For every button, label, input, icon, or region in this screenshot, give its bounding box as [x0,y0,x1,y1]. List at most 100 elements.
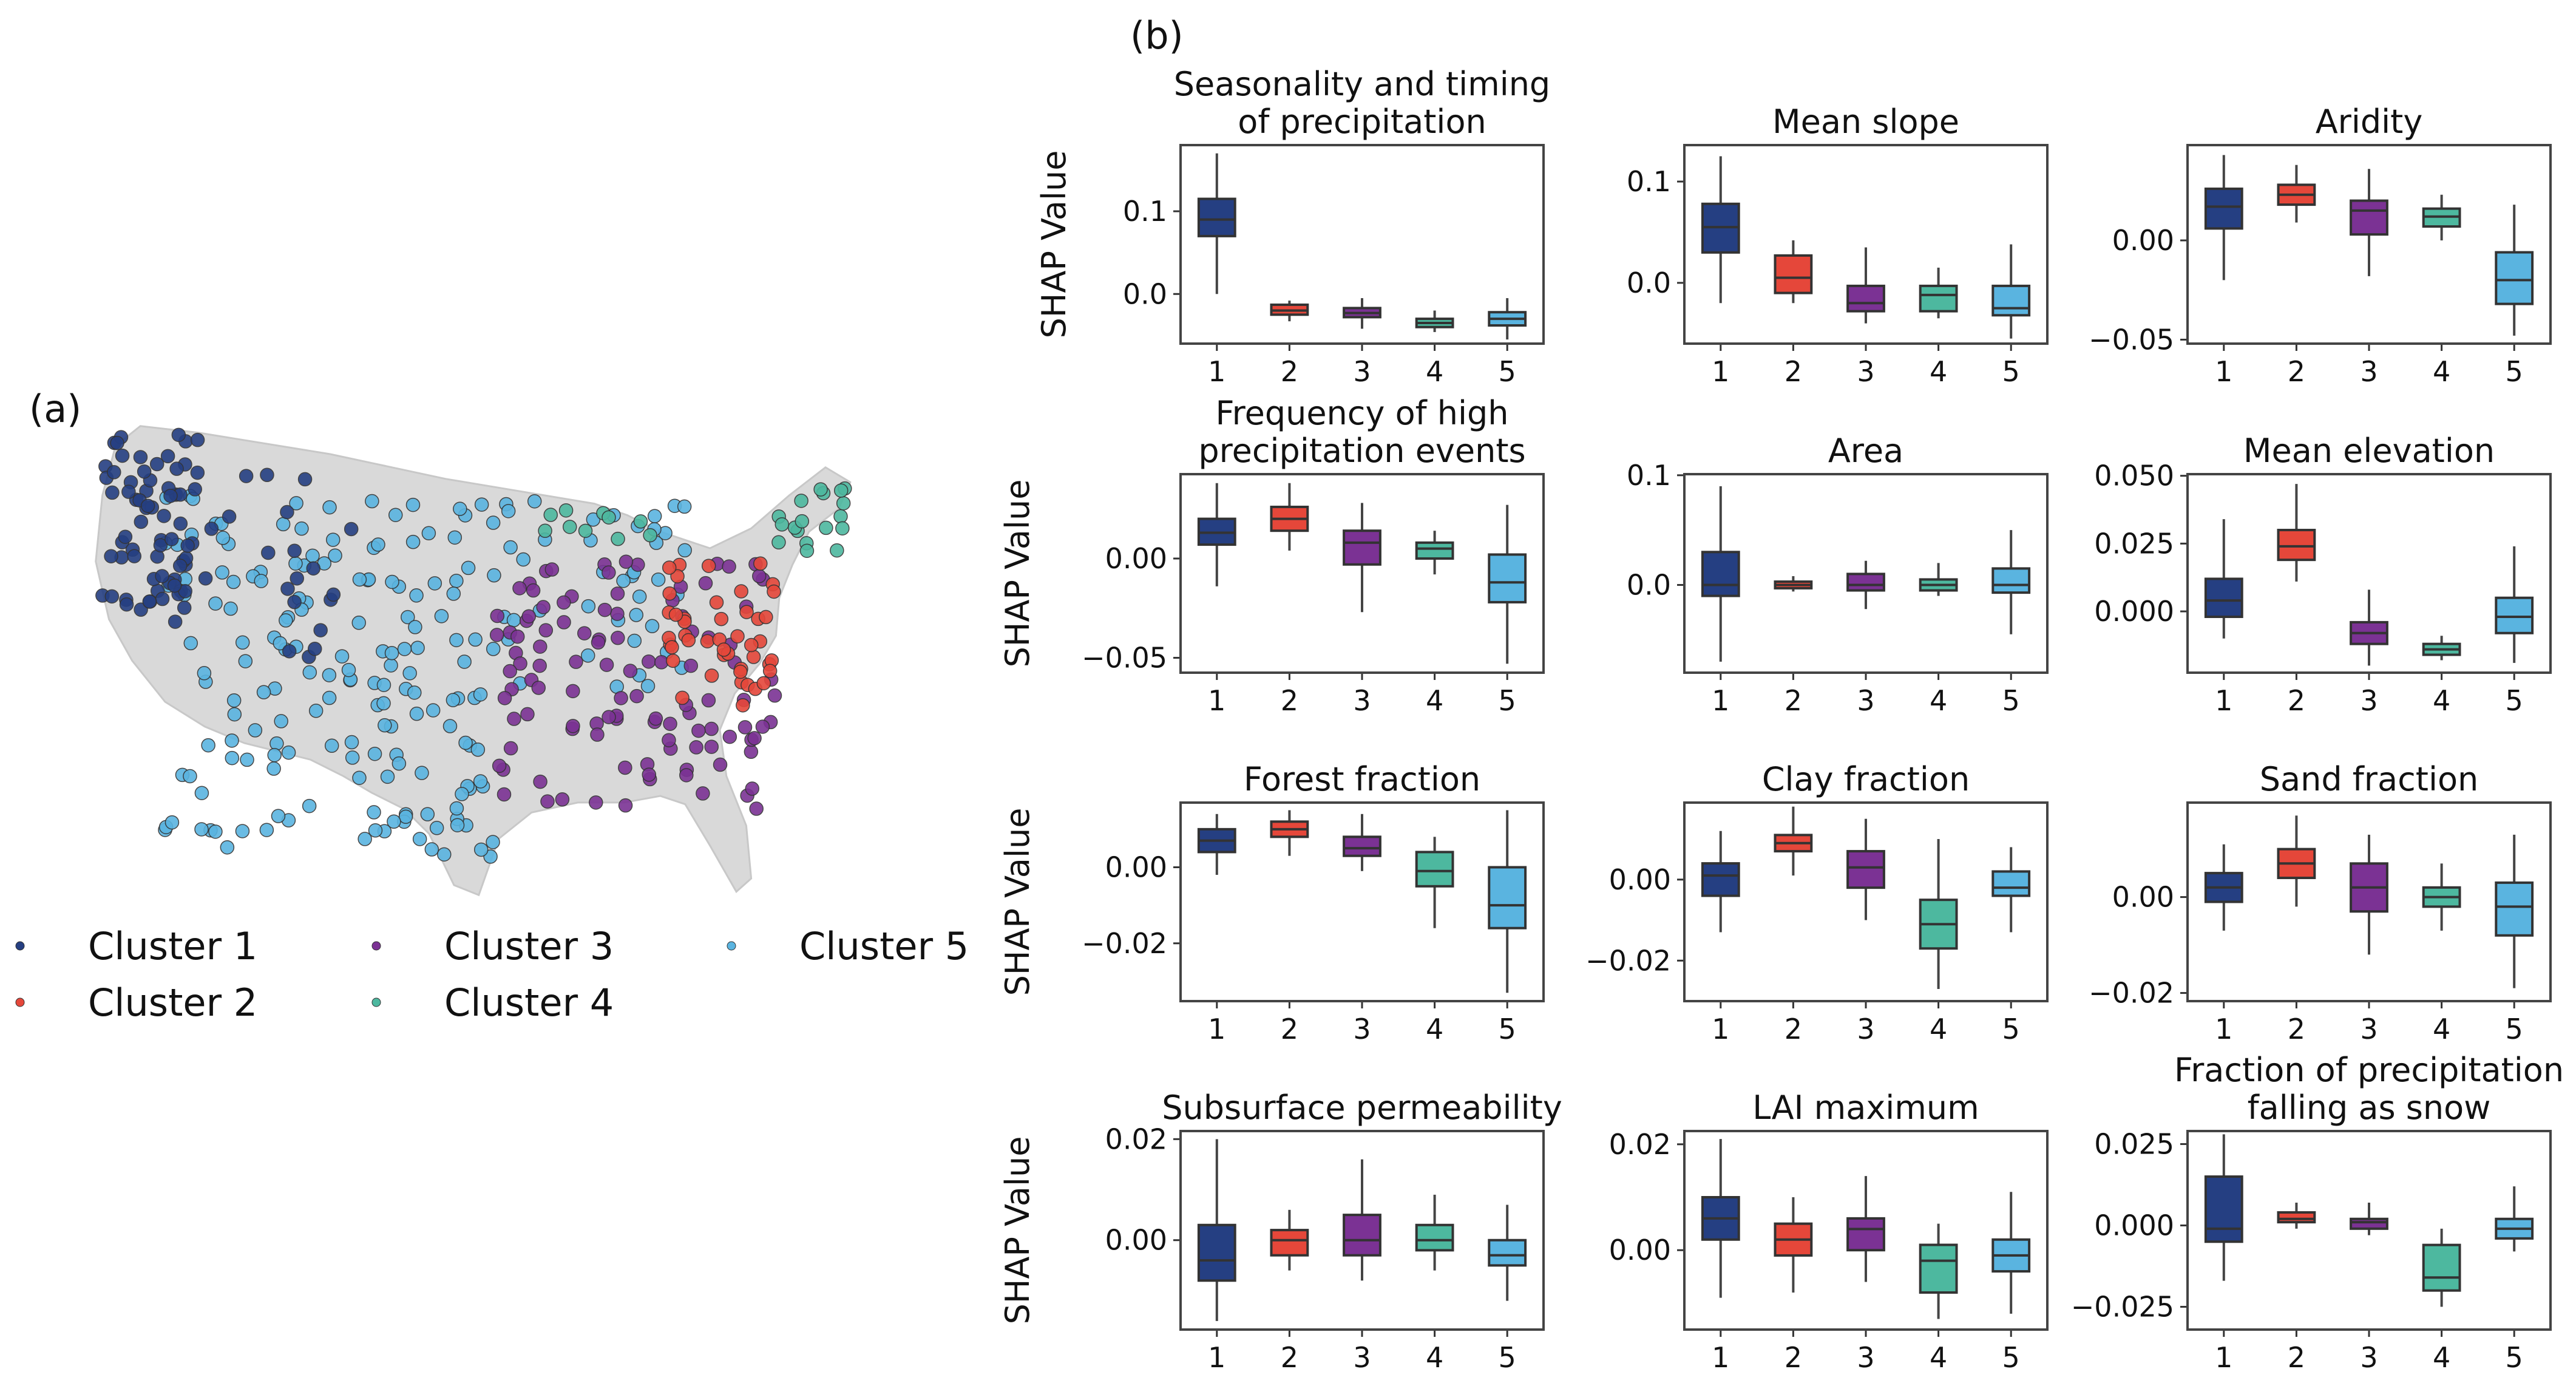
cluster-3-site [577,626,592,641]
cluster-4-site [835,521,850,535]
x-tick-label: 4 [1930,1341,1947,1374]
cluster-5-site [345,750,360,765]
box-cluster-2 [1774,254,1813,294]
box-cluster-1 [2204,577,2243,618]
cluster-1-site [115,448,130,463]
cluster-1-site [190,465,205,480]
x-tick-label: 5 [1499,684,1516,717]
legend-marker-cluster-3 [371,941,381,951]
cluster-1-site [198,571,213,586]
cluster-1-site [121,484,136,499]
box-cluster-4 [1415,1223,1454,1252]
cluster-5-site [367,746,382,761]
legend-marker-cluster-4 [371,997,381,1007]
cluster-3-site [722,559,736,574]
cluster-3-site [610,586,625,601]
subplot-title: Sand fraction [2260,760,2478,798]
cluster-3-site [599,658,614,672]
axes-frame [1683,1130,2049,1331]
box-cluster-5 [1991,870,2031,897]
cluster-3-site [497,787,512,802]
cluster-2-site [746,650,761,664]
cluster-3-site [631,557,645,572]
cluster-2-site [704,668,719,683]
cluster-2-site [701,559,716,573]
cluster-3-site [744,744,759,759]
cluster-5-site [402,666,417,681]
cluster-5-site [632,589,647,604]
cluster-5-site [486,515,501,530]
x-tick-label: 4 [1426,684,1443,717]
cluster-5-site [201,738,215,753]
y-axis-label: SHAP Value [998,480,1037,668]
cluster-3-site [591,635,606,650]
cluster-5-site [420,807,435,821]
x-tick-label: 1 [2215,355,2232,388]
cluster-5-site [398,809,413,824]
cluster-5-site [376,696,391,711]
cluster-5-site [486,642,501,656]
x-tick-label: 2 [2288,355,2305,388]
x-tick-label: 3 [1857,355,1874,388]
cluster-5-site [447,530,463,545]
cluster-1-site [171,427,186,443]
cluster-1-site [287,594,302,610]
x-tick-label: 1 [1208,684,1225,717]
box-cluster-5 [2495,596,2534,634]
cluster-3-site [492,758,507,773]
cluster-3-site [722,729,737,744]
cluster-5-site [586,512,601,527]
cluster-2-site [753,556,768,571]
cluster-5-site [412,832,427,846]
cluster-3-site [737,720,753,735]
cluster-3-site [752,569,767,583]
legend-label-cluster-1: Cluster 1 [88,924,257,968]
legend-label-cluster-4: Cluster 4 [444,980,614,1025]
box-cluster-4 [1415,851,1454,888]
cluster-3-site [497,691,512,705]
y-tick-label: 0.00 [2112,224,2174,257]
subplot: Aridity −0.05 0.00 1 2 3 4 5 [2089,103,2552,388]
cluster-2-site [759,610,773,625]
cluster-3-site [602,565,616,580]
cluster-2-site [700,634,715,648]
cluster-5-site [677,543,692,558]
cluster-2-site [736,698,750,713]
box-cluster-1 [2204,1175,2243,1243]
cluster-1-site [280,505,294,520]
cluster-5-site [194,822,209,837]
cluster-4-site [602,510,616,525]
cluster-3-site [696,786,710,801]
cluster-4-site [813,482,828,497]
cluster-1-site [142,594,157,609]
x-tick-label: 5 [1499,355,1516,388]
box-cluster-3 [1343,529,1381,566]
x-tick-label: 2 [1785,1341,1802,1374]
subplot: Sand fraction −0.02 0.00 1 2 3 4 5 [2089,760,2552,1045]
y-tick-label: 0.02 [1609,1128,1671,1161]
y-tick-label: 0.000 [2094,1209,2174,1242]
cluster-3-site [698,576,713,591]
subplot: Clay fraction −0.02 0.00 1 2 3 4 5 [1585,760,2049,1045]
cluster-1-site [222,509,237,524]
cluster-4-site [578,523,593,539]
axes-frame [1179,473,1545,674]
box-cluster-2 [2277,1211,2316,1224]
y-axis-label: SHAP Value [998,808,1037,996]
box-cluster-1 [1701,862,1740,897]
cluster-2-site [665,640,679,654]
cluster-2-site [668,607,683,622]
cluster-1-site [239,469,254,483]
cluster-5-site [240,752,254,767]
cluster-5-site [220,840,235,855]
axes-frame [1683,144,2049,345]
cluster-3-site [610,607,625,621]
cluster-5-site [627,633,642,648]
cluster-5-site [341,662,356,678]
cluster-3-site [619,554,634,569]
legend-label-cluster-2: Cluster 2 [88,980,257,1025]
y-tick-label: 0.0 [1123,277,1167,310]
cluster-4-site [774,517,790,532]
cluster-3-site [555,792,570,807]
cluster-5-site [226,574,241,590]
